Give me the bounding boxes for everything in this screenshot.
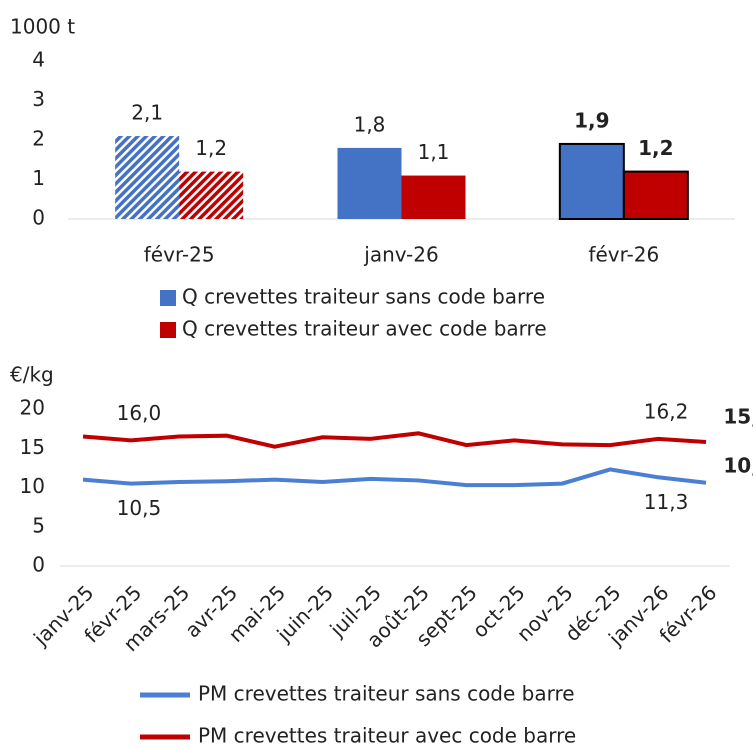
y-tick-label: 0 <box>32 553 45 577</box>
y-tick-label: 20 <box>20 396 45 420</box>
y-axis-label: 1000 t <box>10 15 75 39</box>
y-tick-label: 10 <box>20 474 45 498</box>
bar <box>115 136 180 219</box>
x-tick-label: févr-26 <box>588 243 659 267</box>
line <box>82 431 707 449</box>
bar <box>401 175 466 219</box>
y-tick-label: 3 <box>32 87 45 111</box>
x-tick-label: févr-25 <box>144 243 215 267</box>
legend-label: PM crevettes traiteur sans code barre <box>198 682 575 706</box>
y-tick-label: 5 <box>32 513 45 537</box>
bar <box>179 171 244 219</box>
legend-swatch <box>160 322 176 338</box>
bar <box>337 147 402 219</box>
data-label: 1,1 <box>418 140 450 164</box>
bar <box>622 170 689 221</box>
x-tick-label: janv-26 <box>363 243 438 267</box>
data-label: 10,5 <box>117 496 162 520</box>
legend-label: Q crevettes traiteur sans code barre <box>182 285 545 309</box>
data-label: 16,0 <box>117 401 162 425</box>
legend-label: Q crevettes traiteur avec code barre <box>182 317 547 341</box>
data-label: 11,3 <box>644 490 689 514</box>
data-label: 16,2 <box>644 399 689 423</box>
data-label: 15,8 <box>723 404 753 428</box>
y-tick-label: 2 <box>32 127 45 151</box>
data-label: 2,1 <box>131 101 163 125</box>
legend-label: PM crevettes traiteur avec code barre <box>198 724 576 748</box>
legend-swatch <box>160 290 176 306</box>
data-label: 10,6 <box>723 453 753 477</box>
y-tick-label: 1 <box>32 166 45 190</box>
y-tick-label: 4 <box>32 48 45 72</box>
data-label: 1,2 <box>638 136 673 160</box>
data-label: 1,8 <box>354 112 386 136</box>
line <box>82 467 707 488</box>
y-tick-label: 0 <box>32 206 45 230</box>
y-axis-label: €/kg <box>10 363 54 387</box>
data-label: 1,2 <box>195 136 227 160</box>
y-tick-label: 15 <box>20 435 45 459</box>
data-label: 1,9 <box>574 108 609 132</box>
bar <box>558 142 625 220</box>
